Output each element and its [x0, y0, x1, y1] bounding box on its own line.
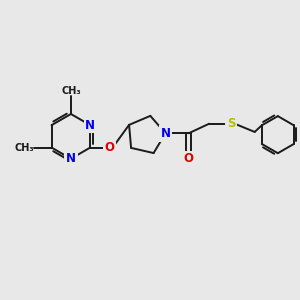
Text: O: O	[184, 152, 194, 165]
Text: N: N	[66, 152, 76, 165]
Text: N: N	[160, 127, 170, 140]
Text: CH₃: CH₃	[61, 86, 81, 96]
Text: N: N	[85, 119, 95, 132]
Text: CH₃: CH₃	[14, 142, 34, 152]
Text: S: S	[227, 117, 236, 130]
Text: O: O	[104, 141, 114, 154]
